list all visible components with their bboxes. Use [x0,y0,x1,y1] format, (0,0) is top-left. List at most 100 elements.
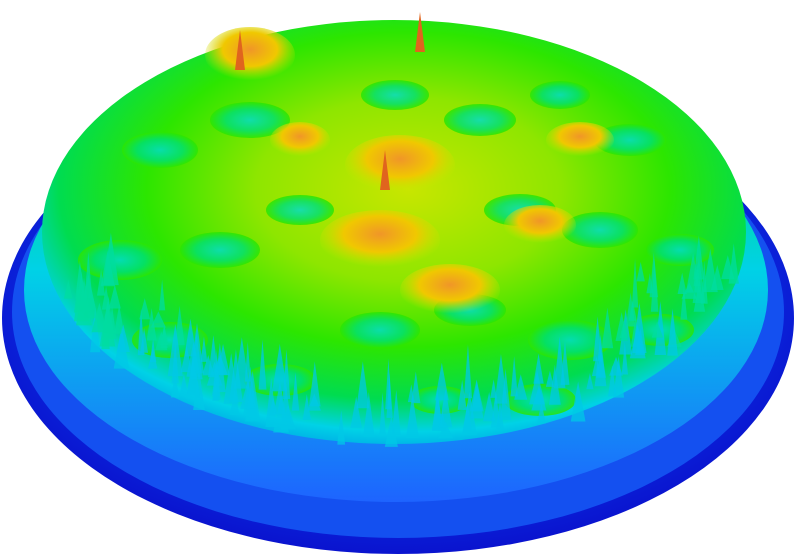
surface-spike [700,261,708,304]
ridge-peak [504,205,576,245]
surface-spike [536,403,546,424]
surface-spike [654,301,667,356]
surface-spike [593,316,603,362]
surface-spike [601,307,614,349]
crater-pit [530,81,590,109]
surface-spike [415,12,425,52]
surface-spike [100,250,115,287]
surface-spikes [63,12,739,447]
surface-spike [386,373,393,418]
surface-spike [514,374,528,400]
surface-spike [155,331,168,351]
crater-pit [122,132,198,168]
surface-spike [150,311,166,328]
crater-pit [340,312,420,348]
crater-pit [210,102,290,138]
surface-spike [434,362,449,401]
surface-spike [200,336,208,362]
surface-spike [677,272,687,294]
surface-spike [384,415,398,447]
crater-pit [180,232,260,268]
crater-pit [78,240,162,280]
surface-spike [212,349,221,400]
crater-pit [528,320,612,360]
surface-spike [282,349,291,399]
surface-spike [258,339,267,390]
surface-spike [545,370,555,387]
surface-spike [411,371,421,404]
surface-spike [356,361,370,409]
surface-spike [235,30,245,70]
surface-spike [108,284,121,309]
ridge-peak [345,135,455,195]
surface-spike [570,381,586,422]
surface-spike [216,343,230,376]
surface-spike [350,396,362,428]
surface-spike [149,339,157,362]
surface-spike [272,343,288,392]
surface-spike [529,370,546,405]
surface-spike [233,337,250,389]
surface-spike [379,392,386,435]
surface-spike [405,393,419,439]
surface-spike [483,391,496,422]
ridge-peaks [205,27,614,316]
surface-spike [139,298,151,320]
surface-spike [693,235,705,280]
surface-spike [631,258,639,308]
surface-spike [613,355,625,398]
surface-spike [291,372,300,411]
surface-spike [636,261,645,282]
surface-spike [363,391,375,437]
surface-spike [265,377,278,427]
surface-spike [632,302,647,354]
ridge-peak [546,122,614,158]
surface-spike [96,269,106,296]
surface-spike [245,370,261,422]
ridge-peak [270,122,330,158]
surface-spike [101,286,111,310]
surface-spike [185,356,201,399]
crater-pit [646,234,714,266]
surface-spike [621,341,628,375]
ridge-peak [320,210,440,270]
surface-spike [469,379,484,412]
surface-spike [273,381,287,415]
surface-spike [76,277,92,326]
surface-spike [628,300,637,321]
surface-spike [681,282,698,299]
surface-spike [490,379,497,398]
surface-spike [461,391,477,436]
surface-spike [302,394,311,420]
surface-spike [337,410,346,445]
crater-pit [266,195,334,225]
surface-spike [391,389,401,436]
surface-spike [308,361,321,407]
surface-spike [680,286,688,320]
surface-spike [667,308,678,356]
surface-spike [193,368,205,410]
surface-spike [146,308,157,341]
surface-spike [179,373,189,397]
surface-spike [463,344,473,399]
surface-spike [174,305,185,346]
crater-pit [562,212,638,248]
surface-spike [202,355,215,376]
surface-spike [457,379,467,410]
surface-spike [184,318,197,357]
surface-spike [710,264,724,290]
surface-spike [608,365,617,397]
surface-spike [407,384,415,403]
surface-spike [685,252,701,293]
surface-spike [116,324,130,353]
surface-spike [490,391,501,428]
surface-spike [140,327,149,353]
surface-spike [84,251,93,299]
crater-pit [361,80,429,110]
surface-spike [437,421,454,439]
surface-spike [494,354,508,404]
surface-spike [728,243,739,284]
ridge-peak [400,264,500,316]
surface-spike [586,373,594,390]
